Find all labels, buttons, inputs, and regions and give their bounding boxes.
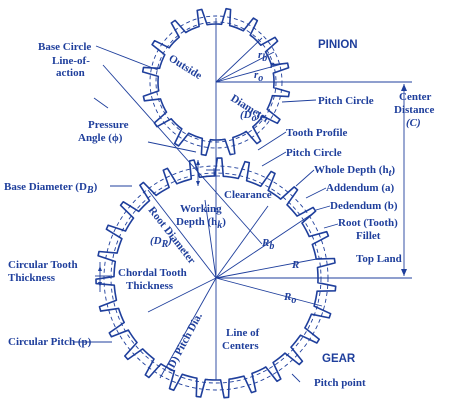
pinion-radius-r	[215, 51, 275, 83]
label-circular-pitch: Circular Pitch (p)	[8, 336, 92, 348]
pinion-radius-rb	[215, 37, 263, 83]
label-clearance: Clearance	[224, 189, 272, 201]
label-rb-small: rb	[258, 49, 267, 64]
label-center: Center	[399, 91, 431, 103]
root-diameter-line	[147, 189, 217, 279]
label-outside: Outside	[166, 52, 204, 82]
label-chordal-tooth: Chordal Tooth	[118, 267, 187, 279]
whole-depth-radius	[204, 199, 217, 279]
chordal-arrows	[98, 266, 102, 287]
label-Rb: Rb	[261, 237, 274, 252]
label-tooth-profile: Tooth Profile	[286, 127, 348, 139]
label-fillet: Fillet	[356, 230, 381, 242]
leader-pitch-circle-mid	[261, 151, 287, 167]
label-addendum: Addendum (a)	[326, 182, 394, 194]
label-top-land: Top Land	[356, 253, 402, 265]
label-dedendum: Dedendum (b)	[330, 200, 398, 212]
label-line-of: Line of	[226, 327, 260, 339]
label-dr: (DR)	[150, 235, 172, 250]
label-base-diameter: Base Diameter (DB)	[4, 181, 98, 196]
label-r-small: r	[270, 59, 275, 71]
pinion-radius-ro	[215, 63, 283, 83]
label-working: Working	[180, 203, 222, 215]
leader-base-circle	[95, 45, 159, 71]
leader-dedendum	[315, 205, 331, 211]
label-line-of: Line-of-	[52, 55, 90, 67]
label-base-circle: Base Circle	[38, 41, 91, 53]
label-Ro: Ro	[283, 291, 296, 306]
label-circular-tooth: Circular Tooth	[8, 259, 78, 271]
addendum-radius	[215, 205, 269, 279]
construction-lines	[74, 18, 412, 383]
pitch-dia-line	[159, 277, 217, 379]
label-root-tooth: Root (Tooth)	[338, 217, 398, 229]
label-pitch-dia: (D) Pitch Dia.	[164, 311, 205, 374]
leader-addendum	[305, 187, 327, 199]
gear-radius-ro	[215, 277, 323, 307]
leader-whole-depth	[295, 169, 315, 187]
leader-root-fillet	[323, 223, 339, 229]
label-ro-small: ro	[254, 69, 263, 84]
label-distance: Distance	[394, 104, 434, 116]
label-centers: Centers	[222, 340, 259, 352]
label-gear: GEAR	[322, 353, 356, 365]
chordal-line	[147, 277, 217, 313]
label-pinion: PINION	[318, 39, 358, 51]
leader-pressure-angle	[147, 141, 197, 153]
label-pitch-circle-top: Pitch Circle	[318, 95, 374, 107]
label-c: (C)	[406, 117, 421, 129]
pinion-tooth-outline	[141, 7, 291, 157]
label-chordal-thickness: Thickness	[126, 280, 174, 292]
leader-pitch-circle-top	[281, 99, 317, 103]
label-R: R	[291, 259, 299, 271]
label-pressure: Pressure	[88, 119, 129, 131]
label-depth-hk: Depth (hk)	[176, 216, 226, 231]
gear-radius-r	[215, 257, 323, 279]
label-thickness: Thickness	[8, 272, 56, 284]
label-pitch-point: Pitch point	[314, 377, 366, 389]
leader-tooth-profile	[257, 131, 287, 151]
gear-radius-rb	[215, 213, 313, 279]
label-pitch-circle-mid: Pitch Circle	[286, 147, 342, 159]
label-action: action	[56, 67, 85, 79]
leader-line-of-action	[93, 97, 109, 109]
line-of-action	[102, 64, 263, 245]
label-whole-depth: Whole Depth (ht)	[314, 164, 395, 179]
labels: PINION GEAR Base Circle Line-of- action …	[4, 39, 434, 389]
label-do: (Do)	[240, 109, 260, 124]
leader-pitch-point	[291, 373, 301, 383]
gear-tooth-outline	[95, 157, 337, 399]
label-pressure-angle: Angle (ϕ)	[78, 132, 123, 144]
